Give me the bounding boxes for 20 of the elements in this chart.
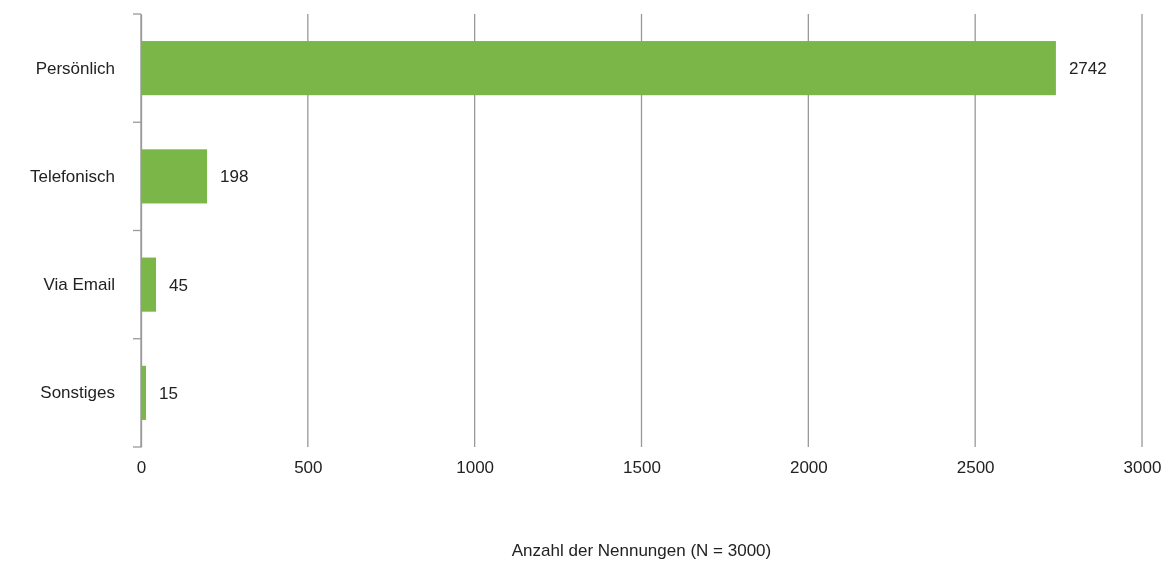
x-tick-label: 3000	[1123, 458, 1162, 478]
y-tick-label: Telefonisch	[29, 166, 115, 186]
bar	[141, 365, 147, 420]
y-tick-label: Persönlich	[35, 58, 115, 78]
x-tick-label: 0	[136, 458, 147, 478]
data-label: 198	[220, 167, 249, 187]
x-tick-label: 500	[294, 458, 323, 478]
data-label: 2742	[1068, 59, 1107, 79]
x-tick-label: 1000	[456, 458, 495, 478]
data-label: 45	[169, 275, 188, 295]
x-tick-label: 2500	[956, 458, 995, 478]
x-tick-label: 2000	[789, 458, 828, 478]
data-label: 15	[159, 383, 178, 403]
x-axis-title: Anzahl der Nennungen (N = 3000)	[511, 541, 772, 560]
bar	[141, 149, 208, 204]
y-tick-label: Via Email	[43, 275, 115, 295]
bar	[141, 257, 157, 312]
bar	[141, 41, 1056, 96]
x-tick-label: 1500	[623, 458, 661, 478]
y-tick-label: Sonstiges	[40, 383, 115, 403]
